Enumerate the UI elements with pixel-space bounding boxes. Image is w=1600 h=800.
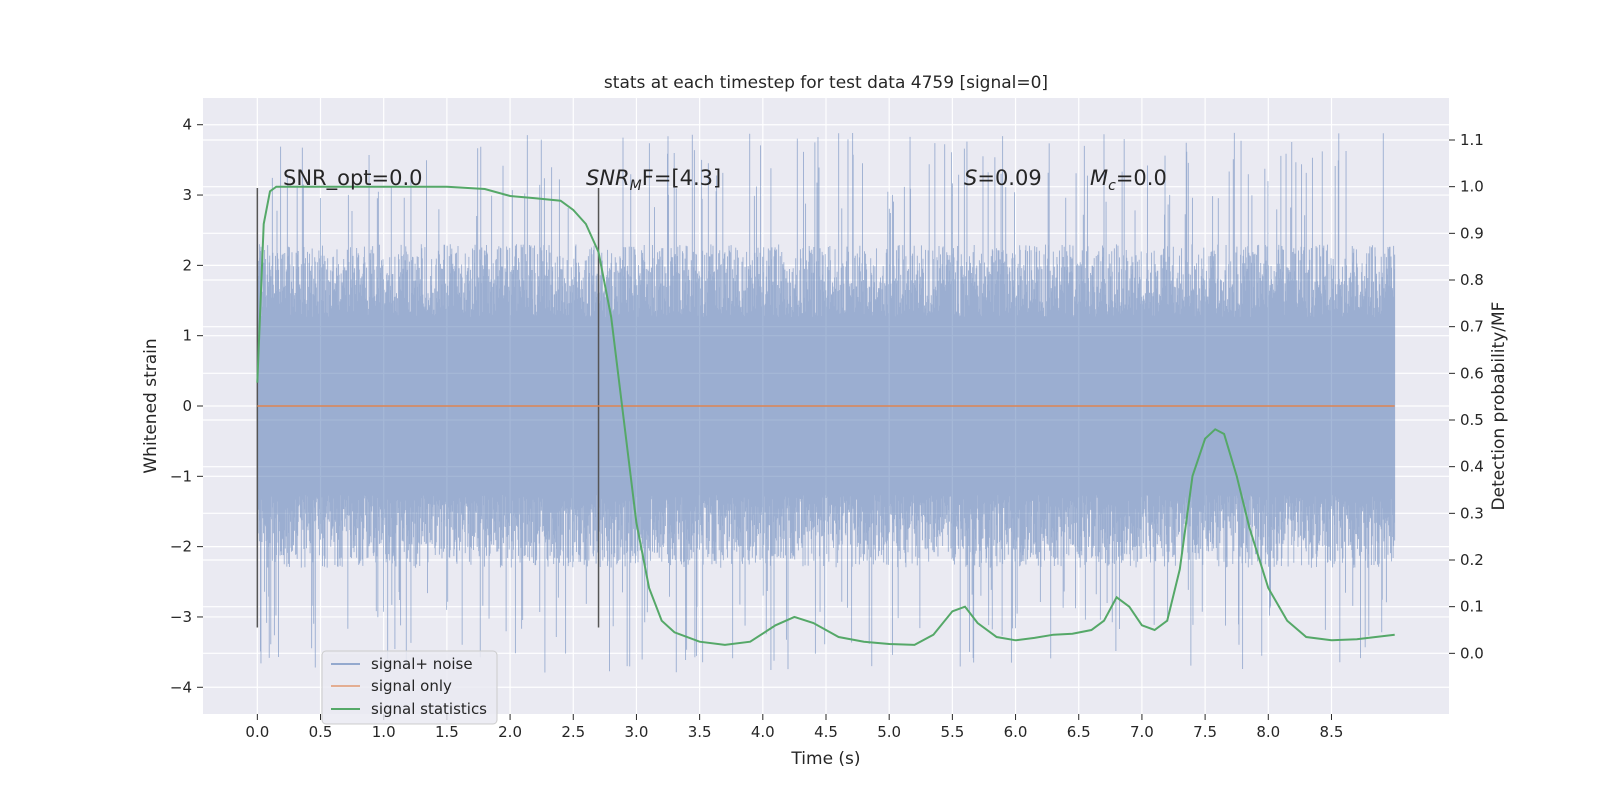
annotations: SNR_opt=0.0 SNRMF=[4.3] S=0.09 Mc=0.0: [283, 166, 1167, 194]
x-tick-label-16: 8.0: [1256, 723, 1280, 741]
x-tick-label-17: 8.5: [1320, 723, 1344, 741]
x-tick-label-12: 6.0: [1004, 723, 1028, 741]
y-axis-label: Whitened strain: [141, 338, 161, 473]
x-tick-label-9: 4.5: [814, 723, 838, 741]
annotation-mc-sub: c: [1108, 178, 1116, 194]
y-tick-label-4: 0: [182, 397, 192, 415]
y-tick-label-5: 1: [182, 327, 192, 345]
x-tick-label-7: 3.5: [688, 723, 712, 741]
y-tick-label-1: −3: [170, 608, 192, 626]
legend: signal+ noise signal only signal statist…: [321, 650, 498, 725]
x-tick-label-10: 5.0: [877, 723, 901, 741]
annotation-mc: Mc=0.0: [1090, 166, 1167, 194]
y2-tick-label-4: 0.4: [1460, 458, 1484, 476]
legend-box: [321, 650, 498, 725]
x-tick-label-8: 4.0: [751, 723, 775, 741]
y2-axis-ticks: 0.0 0.1 0.2 0.3 0.4 0.5 0.6 0.7 0.8 0.9 1.0 1.1: [1449, 131, 1484, 662]
legend-label-signal-only: signal only: [371, 677, 452, 695]
y2-tick-label-10: 1.0: [1460, 178, 1484, 196]
y-tick-label-8: 4: [182, 116, 192, 134]
y-tick-label-6: 2: [182, 256, 192, 274]
annotation-snr-mf-rest: F=[4.3]: [642, 166, 721, 190]
x-tick-label-4: 2.0: [498, 723, 522, 741]
y2-tick-label-9: 0.9: [1460, 224, 1484, 242]
annotation-mc-rest: =0.0: [1116, 166, 1167, 190]
x-tick-label-3: 1.5: [435, 723, 459, 741]
x-tick-label-11: 5.5: [940, 723, 964, 741]
vertical-markers: [256, 188, 600, 628]
legend-label-signal-noise: signal+ noise: [371, 655, 473, 673]
chart-title: stats at each timestep for test data 475…: [604, 73, 1048, 93]
y2-tick-label-1: 0.1: [1460, 598, 1484, 616]
y2-tick-label-5: 0.5: [1460, 411, 1484, 429]
y2-tick-label-8: 0.8: [1460, 271, 1484, 289]
x-tick-label-6: 3.0: [625, 723, 649, 741]
y2-tick-label-3: 0.3: [1460, 504, 1484, 522]
y-tick-label-3: −1: [170, 467, 192, 485]
x-tick-label-13: 6.5: [1067, 723, 1091, 741]
x-axis-label: Time (s): [790, 749, 860, 769]
x-tick-label-2: 1.0: [372, 723, 396, 741]
y2-tick-label-7: 0.7: [1460, 318, 1484, 336]
legend-label-signal-statistics: signal statistics: [371, 700, 487, 718]
annotation-snr-mf: SNRMF=[4.3]: [586, 166, 721, 194]
annotation-snr-mf-sub: M: [630, 178, 642, 194]
x-tick-label-1: 0.5: [309, 723, 333, 741]
x-tick-label-5: 2.5: [561, 723, 585, 741]
y2-tick-label-11: 1.1: [1460, 131, 1484, 149]
y-axis-ticks: −4 −3 −2 −1 0 1 2 3 4: [170, 116, 203, 696]
annotation-mc-var: M: [1090, 166, 1108, 190]
x-tick-label-15: 7.5: [1193, 723, 1217, 741]
annotation-s-var: S: [964, 166, 977, 190]
y-tick-label-7: 3: [182, 186, 192, 204]
y-tick-label-0: −4: [170, 678, 192, 696]
x-tick-label-0: 0.0: [245, 723, 269, 741]
y2-tick-label-6: 0.6: [1460, 364, 1484, 382]
y2-tick-label-0: 0.0: [1460, 644, 1484, 662]
signal-statistics-line: [256, 185, 1395, 646]
y2-tick-label-2: 0.2: [1460, 551, 1484, 569]
y2-axis-label: Detection probability/MF: [1489, 302, 1509, 511]
y-tick-label-2: −2: [170, 538, 192, 556]
annotation-snr-mf-base: SNR: [586, 166, 630, 190]
x-axis-ticks: 0.0 0.5 1.0 1.5 2.0 2.5 3.0 3.5 4.0 4.5 5.0 5.5 6.0 6…: [245, 714, 1343, 741]
annotation-s-rest: =0.09: [977, 166, 1041, 190]
annotation-snr-opt: SNR_opt=0.0: [283, 166, 423, 191]
x-tick-label-14: 7.0: [1130, 723, 1154, 741]
annotation-s: S=0.09: [964, 166, 1042, 190]
